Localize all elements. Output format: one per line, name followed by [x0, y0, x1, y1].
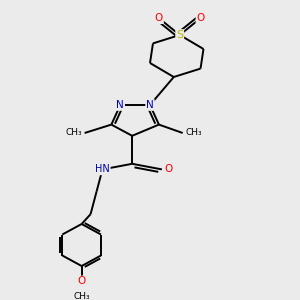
Text: O: O	[196, 13, 205, 23]
Text: CH₃: CH₃	[65, 128, 82, 137]
Text: CH₃: CH₃	[186, 128, 202, 137]
Text: O: O	[155, 13, 163, 23]
Text: N: N	[116, 100, 124, 110]
Text: N: N	[146, 100, 154, 110]
Text: CH₃: CH₃	[73, 292, 90, 300]
Text: HN: HN	[95, 164, 110, 174]
Text: O: O	[165, 164, 173, 174]
Text: S: S	[176, 30, 183, 40]
Text: O: O	[77, 276, 86, 286]
